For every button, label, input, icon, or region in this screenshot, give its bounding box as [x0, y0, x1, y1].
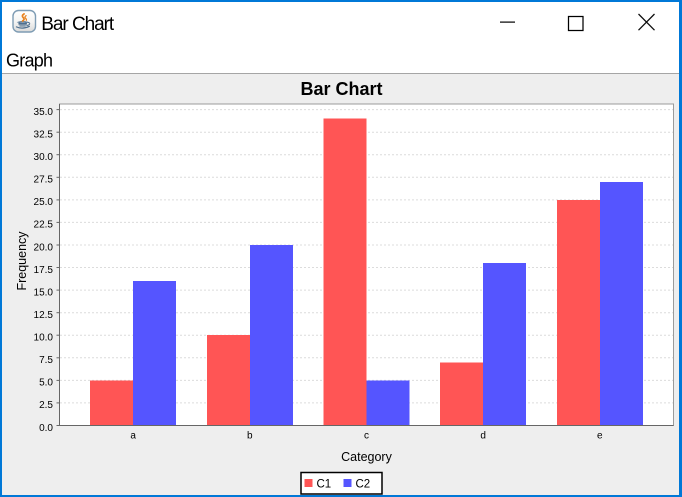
svg-text:Graph: Graph [6, 51, 52, 71]
svg-text:30.0: 30.0 [34, 152, 54, 163]
svg-text:5.0: 5.0 [39, 378, 53, 389]
svg-text:0.0: 0.0 [39, 423, 53, 434]
svg-text:b: b [247, 431, 253, 442]
svg-text:10.0: 10.0 [34, 333, 54, 344]
svg-text:C1: C1 [317, 479, 332, 491]
svg-text:e: e [597, 431, 603, 442]
svg-text:C2: C2 [356, 479, 371, 491]
svg-text:15.0: 15.0 [34, 287, 54, 298]
svg-text:7.5: 7.5 [39, 355, 53, 366]
svg-text:32.5: 32.5 [34, 130, 54, 141]
svg-text:Frequency: Frequency [15, 231, 29, 291]
svg-text:22.5: 22.5 [34, 220, 54, 231]
svg-text:20.0: 20.0 [34, 242, 54, 253]
svg-text:a: a [130, 431, 136, 442]
svg-text:Category: Category [341, 450, 392, 464]
svg-text:Bar Chart: Bar Chart [41, 14, 115, 35]
svg-text:27.5: 27.5 [34, 175, 54, 186]
svg-text:Bar Chart: Bar Chart [300, 79, 382, 99]
svg-text:12.5: 12.5 [34, 310, 54, 321]
svg-text:17.5: 17.5 [34, 265, 54, 276]
svg-text:d: d [480, 431, 486, 442]
svg-text:35.0: 35.0 [34, 107, 54, 118]
svg-text:2.5: 2.5 [39, 400, 53, 411]
svg-text:c: c [364, 431, 369, 442]
svg-text:25.0: 25.0 [34, 197, 54, 208]
